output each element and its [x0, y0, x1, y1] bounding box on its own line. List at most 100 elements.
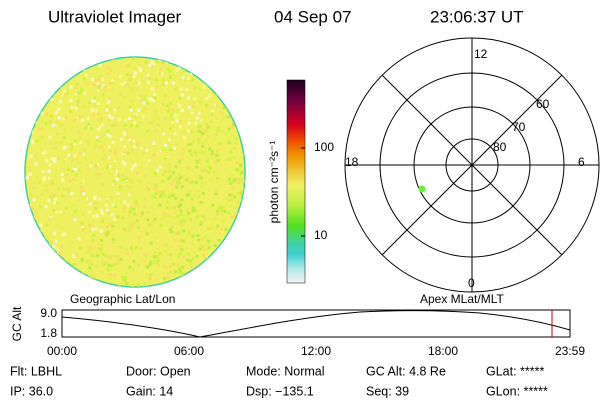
speckle	[129, 74, 132, 77]
speckle	[186, 57, 190, 61]
speckle	[188, 276, 192, 280]
speckle	[155, 254, 159, 258]
speckle	[163, 93, 167, 97]
speckle	[196, 66, 200, 70]
speckle	[202, 200, 205, 204]
speckle	[130, 88, 134, 92]
speckle	[89, 280, 93, 284]
speckle	[181, 147, 185, 151]
speckle	[244, 213, 245, 217]
speckle	[199, 175, 203, 179]
speckle	[44, 70, 48, 73]
speckle	[106, 66, 110, 70]
speckle	[132, 212, 136, 216]
speckle	[105, 111, 109, 115]
speckle	[244, 95, 245, 99]
speckle	[84, 281, 88, 285]
x-tick-label: 18:00	[428, 344, 458, 358]
speckle	[94, 78, 97, 82]
speckle	[136, 172, 139, 175]
speckle	[221, 79, 225, 83]
speckle	[123, 210, 126, 214]
speckle	[79, 64, 83, 68]
speckle	[94, 264, 98, 268]
speckle	[227, 139, 231, 142]
speckle	[164, 265, 168, 269]
speckle	[52, 124, 55, 128]
speckle	[106, 199, 110, 203]
speckle	[148, 121, 151, 125]
speckle	[120, 82, 124, 86]
speckle	[141, 211, 145, 215]
speckle	[40, 192, 44, 196]
speckle	[195, 116, 199, 120]
speckle	[178, 238, 182, 242]
speckle	[101, 156, 104, 160]
speckle	[100, 250, 104, 254]
speckle	[195, 277, 199, 281]
speckle	[96, 86, 100, 90]
speckle	[240, 108, 244, 112]
speckle	[228, 69, 232, 73]
speckle	[151, 94, 155, 98]
speckle	[162, 147, 166, 151]
speckle	[141, 99, 144, 103]
speckle	[235, 236, 239, 239]
speckle	[154, 192, 158, 195]
speckle	[106, 72, 110, 76]
speckle	[223, 84, 227, 88]
speckle	[33, 215, 37, 219]
speckle	[215, 69, 219, 73]
speckle	[234, 141, 237, 145]
speckle	[44, 271, 47, 275]
speckle	[40, 147, 44, 151]
speckle	[30, 267, 34, 271]
speckle	[78, 65, 82, 69]
speckle	[89, 278, 93, 282]
speckle	[139, 64, 143, 68]
speckle	[217, 126, 221, 130]
speckle	[178, 267, 181, 271]
speckle	[112, 254, 116, 258]
speckle	[112, 167, 116, 171]
speckle	[176, 109, 180, 113]
speckle	[159, 165, 163, 169]
speckle	[195, 215, 199, 219]
speckle	[37, 62, 41, 66]
speckle	[107, 156, 111, 160]
speckle	[33, 237, 36, 240]
speckle	[126, 73, 130, 77]
speckle	[203, 256, 206, 260]
speckle	[237, 191, 241, 195]
speckle	[195, 154, 199, 158]
speckle	[197, 238, 201, 242]
speckle	[122, 151, 126, 155]
speckle	[128, 117, 132, 121]
speckle	[217, 265, 221, 269]
speckle	[167, 177, 171, 181]
status-field: GLon: *****	[486, 384, 548, 398]
speckle	[110, 116, 114, 120]
speckle	[243, 240, 245, 244]
speckle	[175, 87, 179, 90]
speckle	[229, 150, 233, 154]
speckle	[236, 180, 240, 184]
speckle	[221, 129, 225, 133]
speckle	[206, 239, 210, 243]
speckle	[208, 94, 212, 98]
speckle	[202, 60, 205, 64]
speckle	[124, 177, 128, 181]
speckle	[195, 62, 199, 66]
speckle	[190, 241, 194, 245]
speckle	[207, 260, 211, 264]
speckle	[48, 57, 52, 61]
x-tick-label: 00:00	[47, 344, 77, 358]
speckle	[199, 184, 203, 188]
speckle	[233, 71, 237, 74]
speckle	[139, 215, 143, 218]
speckle	[102, 252, 106, 256]
speckle	[167, 214, 171, 218]
speckle	[185, 178, 189, 182]
speckle	[32, 198, 36, 202]
speckle	[43, 150, 47, 154]
